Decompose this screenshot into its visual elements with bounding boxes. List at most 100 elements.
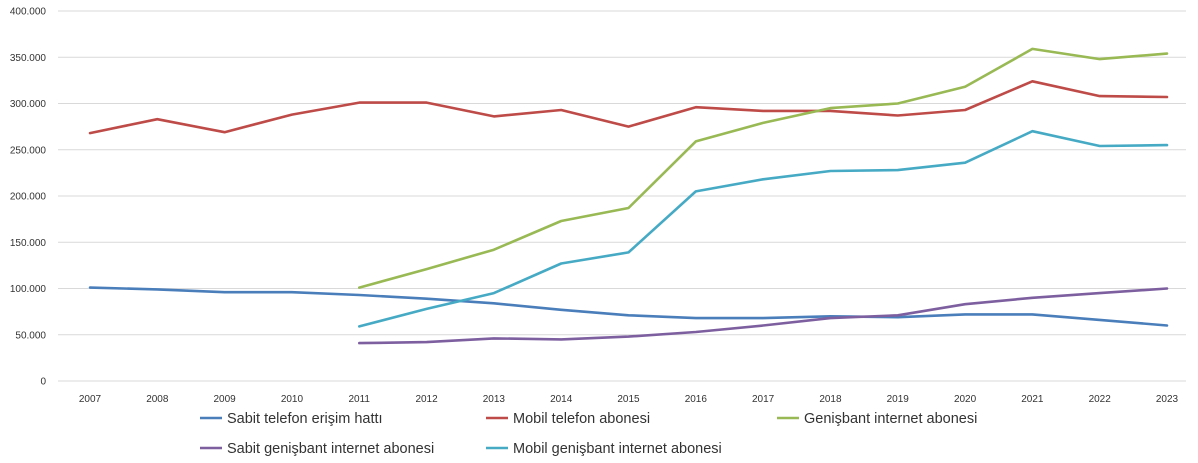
gridlines [58,10,1186,382]
data-point [424,296,429,301]
series-line-3 [358,47,1169,289]
data-point [693,316,698,321]
data-point [1030,79,1035,84]
data-point [626,206,631,211]
x-tick-label: 2022 [1089,394,1112,405]
data-point [491,247,496,252]
data-point [424,340,429,345]
x-tick-label: 2010 [281,394,304,405]
data-point [1165,143,1170,148]
series-line-5 [358,129,1169,328]
data-point [357,293,362,298]
data-point [559,307,564,312]
y-tick-label: 350.000 [10,53,47,64]
data-point [357,285,362,290]
data-point [1097,144,1102,149]
data-point [1165,95,1170,100]
data-point [357,324,362,329]
data-point [357,100,362,105]
x-tick-label: 2016 [685,394,708,405]
x-tick-label: 2023 [1156,394,1179,405]
x-tick-label: 2019 [887,394,910,405]
data-point [559,219,564,224]
data-point [491,301,496,306]
series-lines [88,47,1170,346]
x-tick-label: 2021 [1021,394,1044,405]
data-point [290,112,295,117]
x-tick-label: 2015 [617,394,640,405]
series-line-1 [88,286,1169,327]
x-tick-label: 2020 [954,394,977,405]
data-point [1165,51,1170,56]
data-point [559,108,564,113]
y-tick-label: 300.000 [10,99,47,110]
data-point [559,261,564,266]
x-tick-label: 2012 [415,394,438,405]
legend-label: Sabit genişbant internet abonesi [227,441,434,457]
data-point [559,337,564,342]
data-point [828,169,833,174]
data-point [895,101,900,106]
y-tick-label: 200.000 [10,192,47,203]
x-tick-label: 2011 [348,394,370,405]
data-point [357,341,362,346]
data-point [895,313,900,318]
legend-label: Mobil genişbant internet abonesi [513,441,722,457]
data-point [491,114,496,119]
data-point [963,302,968,307]
data-point [895,113,900,118]
x-tick-label: 2014 [550,394,573,405]
data-point [424,306,429,311]
y-tick-label: 50.000 [15,330,46,341]
series-line-2 [88,80,1169,135]
data-point [693,189,698,194]
data-point [761,121,766,126]
x-tick-label: 2017 [752,394,775,405]
data-point [1097,291,1102,296]
data-point [761,109,766,114]
data-point [1030,295,1035,300]
data-point [491,291,496,296]
series-line-4 [358,287,1169,345]
legend-label: Mobil telefon abonesi [513,411,650,427]
data-point [693,139,698,144]
y-axis: 0 50.000 100.000 150.000 200.000 250.000 300.0… [10,7,47,388]
y-tick-label: 400.000 [10,7,47,18]
data-point [828,106,833,111]
data-point [963,84,968,89]
y-tick-label: 0 [40,377,46,388]
data-point [828,316,833,321]
data-point [424,267,429,272]
legend-label: Sabit telefon erişim hattı [227,411,383,427]
data-point [895,168,900,173]
x-tick-label: 2018 [819,394,842,405]
data-point [155,287,160,292]
data-point [222,290,227,295]
x-axis: 2007 2008 2009 2010 2011 2012 2013 2014 2015 2016… [79,394,1179,405]
data-point [626,334,631,339]
data-point [1030,129,1035,134]
legend-label: Genişbant internet abonesi [804,411,977,427]
data-point [1097,57,1102,62]
data-point [626,250,631,255]
data-point [88,131,93,136]
x-tick-label: 2013 [483,394,506,405]
y-tick-label: 100.000 [10,284,47,295]
data-point [626,124,631,129]
data-point [963,160,968,165]
data-point [290,290,295,295]
legend: Sabit telefon erişim hattı Mobil telefon … [200,411,977,457]
y-tick-label: 150.000 [10,238,47,249]
data-point [1030,47,1035,52]
x-tick-label: 2009 [214,394,237,405]
data-point [693,105,698,110]
data-point [1097,318,1102,323]
data-point [1030,312,1035,317]
data-point [693,330,698,335]
data-point [491,336,496,341]
y-tick-label: 250.000 [10,145,47,156]
x-tick-label: 2008 [146,394,169,405]
data-point [424,100,429,105]
data-point [1165,323,1170,328]
